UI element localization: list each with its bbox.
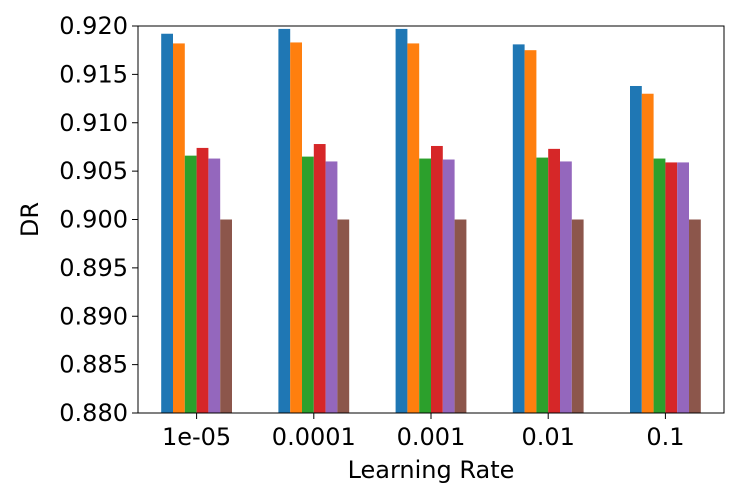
bar-0.01-series-3 (536, 157, 549, 413)
x-tick-label: 0.1 (646, 423, 684, 451)
bar-0.1-series-6 (689, 219, 701, 413)
x-tick-label: 0.0001 (272, 423, 356, 451)
bar-0.001-series-1 (395, 28, 408, 414)
bar-0.01-series-4 (548, 148, 560, 413)
y-axis: 0.880 0.885 0.890 0.895 0.900 0.905 0.910 0.915… (59, 12, 138, 427)
bar-1e-05-series-4 (196, 147, 209, 413)
bar-0.001-series-4 (431, 145, 443, 413)
bar-0.0001-series-6 (337, 219, 350, 413)
y-tick-label: 0.905 (59, 157, 128, 185)
y-tick-label: 0.915 (59, 60, 128, 88)
x-axis-title: Learning Rate (348, 456, 515, 484)
bar-0.001-series-5 (442, 159, 455, 413)
bar-0.1-series-3 (653, 158, 666, 413)
y-tick-label: 0.890 (59, 302, 128, 330)
bar-1e-05-series-6 (220, 219, 232, 413)
bar-0.0001-series-2 (290, 42, 302, 413)
bar-1e-05-series-1 (161, 33, 173, 414)
y-tick-label: 0.900 (59, 206, 128, 234)
bar-0.01-series-2 (524, 50, 537, 413)
bar-group (161, 28, 701, 414)
x-axis: 1e-05 0.0001 0.001 0.01 0.1 (162, 413, 684, 451)
bar-0.0001-series-1 (278, 28, 291, 414)
y-tick-label: 0.920 (59, 12, 128, 40)
x-tick-label: 0.001 (397, 423, 466, 451)
bar-1e-05-series-5 (208, 158, 221, 413)
y-axis-title: DR (16, 202, 44, 237)
bar-1e-05-series-3 (184, 155, 197, 413)
bar-0.1-series-5 (677, 162, 689, 413)
bar-0.01-series-1 (512, 44, 525, 413)
y-tick-label: 0.885 (59, 351, 128, 379)
y-tick-label: 0.910 (59, 109, 128, 137)
y-tick-label: 0.895 (59, 254, 128, 282)
bar-0.001-series-3 (419, 158, 431, 413)
bar-0.1-series-2 (641, 93, 654, 413)
bar-0.0001-series-5 (325, 161, 338, 413)
bar-0.0001-series-3 (302, 156, 314, 414)
bar-0.01-series-6 (571, 219, 584, 413)
bar-0.1-series-1 (630, 85, 642, 414)
bar-0.001-series-6 (454, 219, 467, 413)
x-tick-label: 0.01 (521, 423, 574, 451)
bar-0.1-series-4 (665, 162, 678, 413)
bar-0.01-series-5 (560, 161, 572, 413)
bar-0.001-series-2 (407, 43, 420, 414)
bar-0.0001-series-4 (313, 144, 326, 413)
x-tick-label: 1e-05 (162, 423, 231, 451)
y-tick-label: 0.880 (59, 399, 128, 427)
bar-1e-05-series-2 (173, 43, 185, 414)
